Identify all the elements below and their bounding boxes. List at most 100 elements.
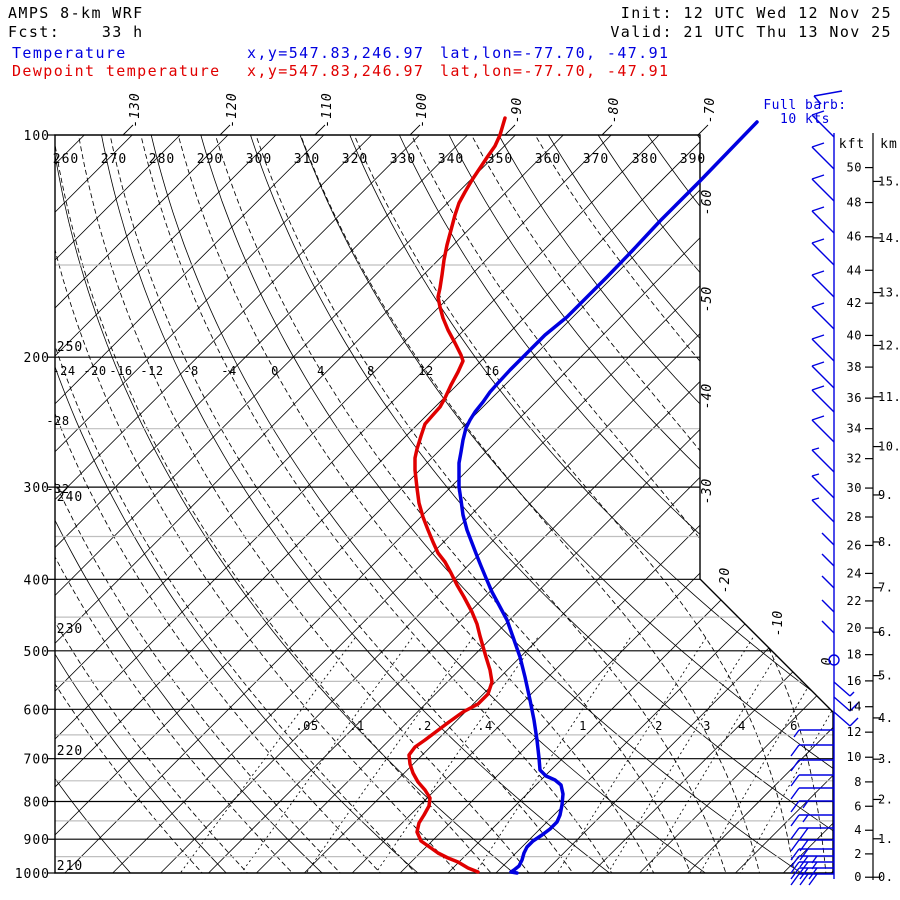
dry-adiabat-line xyxy=(399,135,833,873)
dry-adiabat-line xyxy=(101,135,626,873)
wind-barb-icon xyxy=(811,274,835,298)
dry-adiabat-label-top: 380 xyxy=(632,152,658,167)
dry-adiabat-label-top: 300 xyxy=(246,152,272,167)
wind-barb-feather xyxy=(793,729,800,738)
dry-adiabat-line xyxy=(55,135,335,873)
moist-adiabat-line xyxy=(55,135,224,873)
kft-label: 22 xyxy=(847,594,862,608)
pressure-label: 800 xyxy=(24,795,50,810)
wind-barb-feather xyxy=(811,473,820,477)
mixing-ratio-label: .4 xyxy=(477,719,492,733)
km-label: 15. xyxy=(878,174,900,188)
wind-barb-icon xyxy=(811,389,835,413)
kft-label: 42 xyxy=(847,296,862,310)
isotherm-line xyxy=(64,135,804,873)
kft-label: 6 xyxy=(854,799,862,813)
dry-adiabat-label-top: 310 xyxy=(294,152,320,167)
dry-adiabat-line xyxy=(55,135,529,873)
isotherm-line xyxy=(55,135,468,873)
wind-barb-feather xyxy=(811,415,825,421)
moist-adiabat-label: -32 xyxy=(46,482,69,496)
isotherm-label-top: -100 xyxy=(415,92,430,127)
dry-adiabat-line xyxy=(250,135,833,873)
km-label: 8. xyxy=(878,535,893,549)
pressure-label: 100 xyxy=(24,129,50,144)
kft-label: 36 xyxy=(847,391,862,405)
moist-adiabat-line xyxy=(254,135,734,873)
km-label: 10. xyxy=(878,440,900,454)
kft-label: 24 xyxy=(847,566,862,580)
full-barb-sample-icon xyxy=(813,90,843,105)
kft-label: 20 xyxy=(847,621,862,635)
isotherm-label-top: -80 xyxy=(607,97,622,123)
wind-barb-icon xyxy=(811,499,835,523)
kft-label: 12 xyxy=(847,725,862,739)
wind-barb-feather xyxy=(790,759,800,772)
wind-barb-icon xyxy=(811,146,835,170)
pressure-label: 1000 xyxy=(15,867,50,882)
moist-adiabat-label: -12 xyxy=(140,364,163,378)
mixing-ratio-line xyxy=(229,637,413,873)
legend-dewpoint-xy: x,y=547.83,246.97 xyxy=(247,62,425,80)
isotherm-label-right: -50 xyxy=(700,286,715,312)
dry-adiabat-label-left: 230 xyxy=(57,622,83,637)
dry-adiabat-line xyxy=(55,135,432,873)
moist-adiabat-line xyxy=(55,135,510,873)
isotherm-label-cut: 0 xyxy=(820,657,835,666)
isotherm-line xyxy=(351,135,833,873)
isotherm-label-right: -40 xyxy=(700,383,715,409)
km-label: 1. xyxy=(878,832,893,846)
dry-adiabat-line xyxy=(200,135,819,873)
wind-barb-feather xyxy=(811,361,825,367)
kft-label: 44 xyxy=(847,263,862,277)
full-barb-legend: Full barb: 10 kts xyxy=(762,99,848,127)
km-label: 12. xyxy=(878,338,900,352)
wind-barb-icon xyxy=(811,114,835,138)
wind-barb-feather xyxy=(790,787,800,800)
dry-adiabat-line xyxy=(150,135,722,873)
wind-barb-feather xyxy=(790,867,800,880)
page-title: AMPS 8-km WRF xyxy=(8,4,144,22)
wind-barb-feather xyxy=(790,800,800,813)
wind-barb-feather xyxy=(811,302,825,308)
wind-barb-feather xyxy=(811,385,825,391)
mixing-ratio-label: .2 xyxy=(416,719,431,733)
dry-adiabat-label-top: 390 xyxy=(680,152,706,167)
isotherm-label-top: -130 xyxy=(128,92,143,127)
dry-adiabat-label-top: 360 xyxy=(535,152,561,167)
km-label: 7. xyxy=(878,581,893,595)
dry-adiabat-label-top: 340 xyxy=(438,152,464,167)
km-label: 0. xyxy=(878,870,893,884)
dry-adiabat-line xyxy=(697,135,833,873)
isotherm-label-top: -110 xyxy=(320,92,335,127)
mixing-ratio-label: 1 xyxy=(579,719,587,733)
full-barb-legend-line1: Full barb: xyxy=(763,98,847,113)
isotherm-stub xyxy=(697,124,709,136)
isotherm-line xyxy=(256,135,833,873)
wind-barb-icon xyxy=(821,532,835,546)
kft-label: 2 xyxy=(854,847,862,861)
isotherm-line xyxy=(543,135,833,873)
wind-barb-feather xyxy=(811,110,825,116)
kft-label: 50 xyxy=(847,161,862,175)
isotherm-label-top: -120 xyxy=(225,92,240,127)
moist-adiabat-label: -20 xyxy=(83,364,106,378)
pressure-label: 400 xyxy=(24,573,50,588)
dry-adiabat-label-top: 350 xyxy=(487,152,513,167)
forecast-hour: Fcst: 33 h xyxy=(8,23,144,41)
isotherm-line xyxy=(55,135,756,873)
dry-adiabat-label-top: 270 xyxy=(101,152,127,167)
wind-barb-feather xyxy=(811,270,825,276)
isotherm-label-right: -60 xyxy=(700,189,715,215)
moist-adiabat-label: -24 xyxy=(52,364,75,378)
kft-label: 38 xyxy=(847,360,862,374)
km-label: 11. xyxy=(878,390,900,404)
calm-wind-icon xyxy=(828,654,840,666)
kft-label: 28 xyxy=(847,510,862,524)
mixing-ratio-line xyxy=(294,637,474,873)
chart-grid xyxy=(55,135,833,873)
wind-barb-feather xyxy=(790,848,800,861)
mixing-ratio-line xyxy=(364,637,538,873)
moist-adiabat-label: -28 xyxy=(46,414,69,428)
